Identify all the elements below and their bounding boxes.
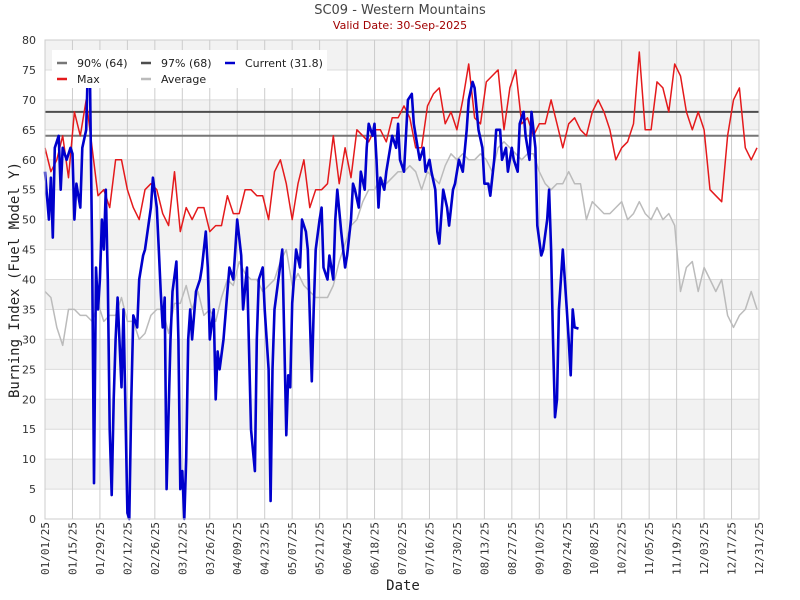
legend-label: 97% (68) [161, 57, 212, 70]
y-tick-label: 60 [22, 154, 36, 167]
y-axis-label: Burning Index (Fuel Model Y) [7, 162, 23, 398]
y-tick-label: 15 [22, 423, 36, 436]
x-tick-label: 11/05/25 [643, 522, 656, 575]
x-tick-label: 12/31/25 [753, 522, 766, 575]
y-tick-label: 65 [22, 124, 36, 137]
x-tick-label: 10/22/25 [616, 522, 629, 575]
y-tick-label: 25 [22, 363, 36, 376]
x-tick-label: 06/18/25 [369, 522, 382, 575]
x-tick-label: 02/26/25 [149, 522, 162, 575]
y-tick-label: 70 [22, 94, 36, 107]
y-tick-label: 20 [22, 393, 36, 406]
y-tick-label: 5 [29, 483, 36, 496]
y-tick-label: 75 [22, 64, 36, 77]
plot-frame [44, 39, 760, 520]
y-tick-label: 10 [22, 453, 36, 466]
y-tick-label: 80 [22, 34, 36, 47]
y-tick-label: 50 [22, 214, 36, 227]
x-tick-label: 07/02/25 [396, 522, 409, 575]
y-tick-label: 35 [22, 303, 36, 316]
legend-label: Average [161, 73, 206, 86]
x-tick-label: 07/16/25 [423, 522, 436, 575]
y-tick-label: 30 [22, 333, 36, 346]
y-tick-label: 0 [29, 513, 36, 526]
x-tick-label: 09/10/25 [533, 522, 546, 575]
x-tick-label: 12/17/25 [726, 522, 739, 575]
x-tick-label: 08/13/25 [478, 522, 491, 575]
x-tick-label: 07/30/25 [451, 522, 464, 575]
y-tick-label: 55 [22, 184, 36, 197]
legend-label: Max [77, 73, 100, 86]
y-tick-label: 45 [22, 244, 36, 257]
chart-subtitle: Valid Date: 30-Sep-2025 [332, 19, 468, 32]
x-tick-label: 01/15/25 [66, 522, 79, 575]
x-tick-label: 04/09/25 [231, 522, 244, 575]
chart-title: SC09 - Western Mountains [314, 3, 486, 18]
y-tick-label: 40 [22, 274, 36, 287]
x-tick-label: 08/27/25 [506, 522, 519, 575]
x-tick-label: 03/26/25 [204, 522, 217, 575]
series-line-current [43, 50, 579, 521]
x-axis-label: Date [386, 578, 420, 594]
x-tick-label: 05/07/25 [286, 522, 299, 575]
legend: 90% (64) 97% (68) Current (31.8) Max Average [52, 50, 327, 88]
x-tick-label: 06/04/25 [341, 522, 354, 575]
x-tick-label: 01/29/25 [94, 522, 107, 575]
x-tick-label: 03/12/25 [176, 522, 189, 575]
legend-label: Current (31.8) [245, 57, 323, 70]
x-tick-label: 04/23/25 [259, 522, 272, 575]
series-line-max [44, 51, 758, 233]
x-tick-label: 02/12/25 [121, 522, 134, 575]
x-tick-label: 12/03/25 [698, 522, 711, 575]
x-tick-label: 10/08/25 [588, 522, 601, 575]
x-tick-label: 11/19/25 [671, 522, 684, 575]
x-tick-label: 05/21/25 [314, 522, 327, 575]
x-tick-label: 01/01/25 [39, 522, 52, 575]
legend-label: 90% (64) [77, 57, 128, 70]
legend-box [52, 50, 327, 88]
x-tick-label: 09/24/25 [561, 522, 574, 575]
